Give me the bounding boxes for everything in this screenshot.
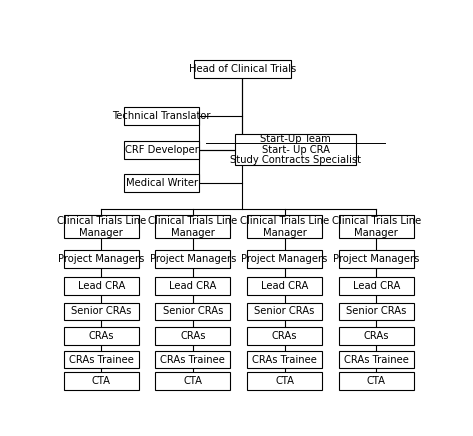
Text: CTA: CTA [275, 376, 294, 386]
FancyBboxPatch shape [339, 303, 414, 320]
Text: Senior CRAs: Senior CRAs [163, 307, 223, 317]
FancyBboxPatch shape [247, 351, 322, 368]
Text: CRAs Trainee: CRAs Trainee [160, 354, 225, 364]
Text: Lead CRA: Lead CRA [78, 281, 125, 291]
FancyBboxPatch shape [155, 303, 230, 320]
FancyBboxPatch shape [64, 351, 139, 368]
Text: CRAs Trainee: CRAs Trainee [69, 354, 134, 364]
FancyBboxPatch shape [155, 372, 230, 389]
Text: Senior CRAs: Senior CRAs [346, 307, 406, 317]
Text: Head of Clinical Trials: Head of Clinical Trials [189, 64, 296, 74]
Text: Lead CRA: Lead CRA [169, 281, 217, 291]
Text: CRAs Trainee: CRAs Trainee [252, 354, 317, 364]
FancyBboxPatch shape [64, 303, 139, 320]
Text: Project Managers: Project Managers [241, 254, 328, 264]
FancyBboxPatch shape [64, 372, 139, 389]
FancyBboxPatch shape [194, 60, 291, 78]
Text: CTA: CTA [184, 376, 202, 386]
FancyBboxPatch shape [124, 141, 199, 159]
Text: Manager: Manager [171, 228, 215, 238]
FancyBboxPatch shape [64, 215, 139, 238]
Text: Project Managers: Project Managers [333, 254, 420, 264]
Text: CRAs: CRAs [180, 331, 206, 341]
FancyBboxPatch shape [124, 174, 199, 192]
Text: CRAs Trainee: CRAs Trainee [344, 354, 409, 364]
Text: Lead CRA: Lead CRA [352, 281, 400, 291]
FancyBboxPatch shape [339, 250, 414, 268]
Text: Study Contracts Specialist: Study Contracts Specialist [230, 155, 361, 165]
FancyBboxPatch shape [247, 327, 322, 345]
Text: Clinical Trials Line: Clinical Trials Line [57, 216, 146, 226]
Text: Clinical Trials Line: Clinical Trials Line [149, 216, 237, 226]
FancyBboxPatch shape [155, 250, 230, 268]
FancyBboxPatch shape [247, 215, 322, 238]
Text: Clinical Trials Line: Clinical Trials Line [240, 216, 329, 226]
Text: Manager: Manager [79, 228, 123, 238]
Text: Clinical Trials Line: Clinical Trials Line [332, 216, 421, 226]
FancyBboxPatch shape [235, 134, 356, 165]
FancyBboxPatch shape [247, 277, 322, 295]
FancyBboxPatch shape [155, 215, 230, 238]
Text: Project Managers: Project Managers [58, 254, 144, 264]
FancyBboxPatch shape [155, 327, 230, 345]
Text: Senior CRAs: Senior CRAs [71, 307, 131, 317]
FancyBboxPatch shape [339, 327, 414, 345]
FancyBboxPatch shape [339, 277, 414, 295]
FancyBboxPatch shape [247, 303, 322, 320]
Text: CRAs: CRAs [363, 331, 389, 341]
FancyBboxPatch shape [339, 215, 414, 238]
FancyBboxPatch shape [247, 250, 322, 268]
Text: CRF Developer: CRF Developer [125, 145, 199, 155]
Text: CRAs: CRAs [272, 331, 298, 341]
Text: Lead CRA: Lead CRA [261, 281, 308, 291]
Text: CRAs: CRAs [88, 331, 114, 341]
FancyBboxPatch shape [339, 372, 414, 389]
FancyBboxPatch shape [124, 107, 199, 125]
Text: Start-Up Team: Start-Up Team [260, 134, 331, 144]
FancyBboxPatch shape [247, 372, 322, 389]
Text: Medical Writer: Medical Writer [126, 178, 198, 188]
Text: Manager: Manager [354, 228, 398, 238]
FancyBboxPatch shape [155, 351, 230, 368]
FancyBboxPatch shape [64, 250, 139, 268]
FancyBboxPatch shape [64, 277, 139, 295]
Text: Project Managers: Project Managers [150, 254, 236, 264]
Text: Senior CRAs: Senior CRAs [254, 307, 315, 317]
FancyBboxPatch shape [64, 327, 139, 345]
Text: CTA: CTA [367, 376, 385, 386]
FancyBboxPatch shape [155, 277, 230, 295]
FancyBboxPatch shape [339, 351, 414, 368]
Text: CTA: CTA [92, 376, 111, 386]
Text: Start- Up CRA: Start- Up CRA [262, 145, 330, 155]
Text: Manager: Manager [263, 228, 307, 238]
Text: Technical Translator: Technical Translator [113, 111, 211, 121]
